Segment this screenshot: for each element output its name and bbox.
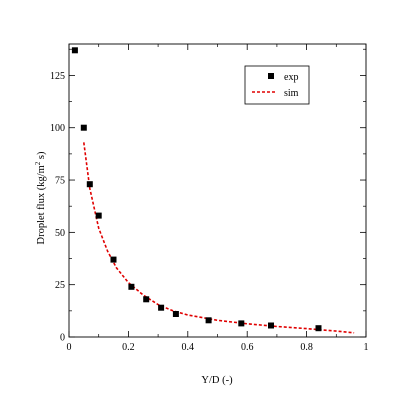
exp-point bbox=[205, 317, 212, 324]
exp-point bbox=[158, 304, 165, 311]
exp-point bbox=[143, 296, 150, 303]
exp-point bbox=[128, 283, 135, 290]
sim-series bbox=[83, 142, 355, 334]
x-tick-label: 0.2 bbox=[122, 342, 135, 353]
legend-exp-marker bbox=[268, 73, 274, 79]
exp-point bbox=[110, 256, 117, 263]
exp-series bbox=[71, 47, 322, 332]
y-axis-title-sup: 2 bbox=[34, 161, 42, 165]
x-axis-ticks: 0 0.2 0.4 0.6 0.8 1 bbox=[67, 44, 369, 353]
x-axis-title: Y/D (-) bbox=[201, 375, 233, 386]
sim-line bbox=[83, 142, 355, 334]
exp-point bbox=[80, 124, 87, 131]
y-tick-label: 50 bbox=[55, 228, 65, 239]
exp-point bbox=[86, 181, 93, 188]
exp-point bbox=[238, 320, 245, 327]
exp-point bbox=[268, 322, 274, 329]
x-tick-label: 1 bbox=[364, 342, 369, 353]
y-tick-label: 0 bbox=[60, 333, 65, 344]
y-tick-label: 100 bbox=[50, 123, 65, 134]
y-axis-title-main: Droplet flux (kg/m bbox=[36, 165, 47, 244]
x-tick-label: 0.8 bbox=[300, 342, 313, 353]
exp-point bbox=[71, 47, 78, 54]
exp-point bbox=[172, 311, 179, 317]
legend-exp-label: exp bbox=[284, 72, 298, 83]
legend-sim-label: sim bbox=[284, 88, 299, 99]
exp-point bbox=[315, 325, 322, 332]
legend: exp sim bbox=[244, 65, 310, 105]
plot-frame bbox=[68, 43, 367, 338]
legend-box bbox=[244, 65, 310, 105]
y-tick-label: 75 bbox=[55, 176, 65, 187]
x-tick-label: 0.6 bbox=[241, 342, 254, 353]
y-tick-label: 125 bbox=[50, 71, 65, 82]
x-tick-label: 0.4 bbox=[182, 342, 195, 353]
y-tick-label: 25 bbox=[55, 280, 65, 291]
y-axis-ticks: 0 25 50 75 100 125 bbox=[50, 48, 366, 344]
y-axis-title: Droplet flux (kg/m2 s) bbox=[34, 151, 47, 245]
exp-point bbox=[95, 212, 102, 219]
y-axis-title-tail: s) bbox=[36, 151, 47, 162]
plot-area-border bbox=[68, 43, 367, 338]
x-tick-label: 0 bbox=[67, 342, 72, 353]
